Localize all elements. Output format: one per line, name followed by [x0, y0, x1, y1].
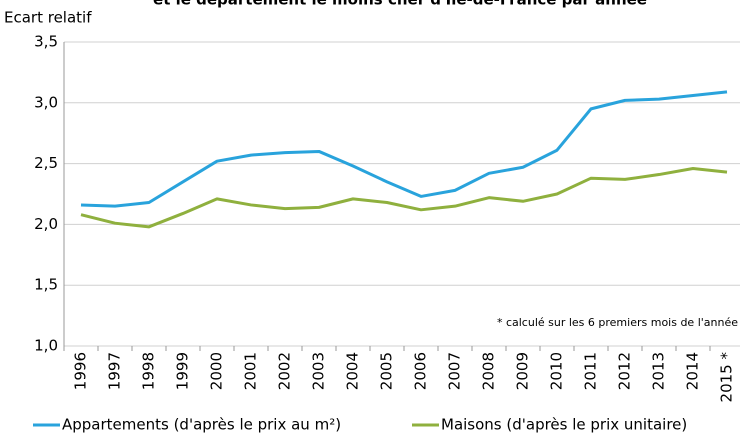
x-tick-label: 1998	[140, 352, 158, 390]
y-tick-label: 1,5	[34, 276, 58, 294]
x-tick-label: 2013	[650, 352, 668, 390]
annotation: * calculé sur les 6 premiers mois de l'a…	[497, 316, 738, 329]
x-tick-label: 2015 *	[718, 352, 736, 403]
x-tick-label: 2014	[684, 352, 702, 390]
x-tick-label: 2003	[310, 352, 328, 390]
x-tick-label: 1997	[106, 352, 124, 390]
legend-label: Appartements (d'après le prix au m²)	[62, 416, 341, 434]
x-tick-label: 2002	[276, 352, 294, 390]
y-axis-label: Ecart relatif	[4, 9, 92, 27]
x-tick-label: 1996	[72, 352, 90, 390]
x-tick-label: 2008	[480, 352, 498, 390]
x-tick-label: 1999	[174, 352, 192, 390]
legend-label: Maisons (d'après le prix unitaire)	[441, 416, 687, 434]
y-tick-label: 1,0	[34, 337, 58, 355]
x-tick-label: 2000	[208, 352, 226, 390]
x-tick-label: 2012	[616, 352, 634, 390]
y-tick-label: 3,5	[34, 33, 58, 51]
chart-title: et le département le moins cher d'Ile-de…	[153, 0, 647, 9]
line	[80, 166, 728, 229]
line	[80, 90, 728, 208]
x-tick-label: 2011	[582, 352, 600, 390]
x-tick-label: 2007	[446, 352, 464, 390]
x-tick-label: 2004	[344, 352, 362, 390]
y-tick-label: 2,5	[34, 154, 58, 172]
x-tick-label: 2009	[514, 352, 532, 390]
x-tick-label: 2005	[378, 352, 396, 390]
x-tick-label: 2010	[548, 352, 566, 390]
y-tick-label: 3,0	[34, 93, 58, 111]
x-tick-label: 2001	[242, 352, 260, 390]
x-tick-label: 2006	[412, 352, 430, 390]
y-tick-label: 2,0	[34, 215, 58, 233]
